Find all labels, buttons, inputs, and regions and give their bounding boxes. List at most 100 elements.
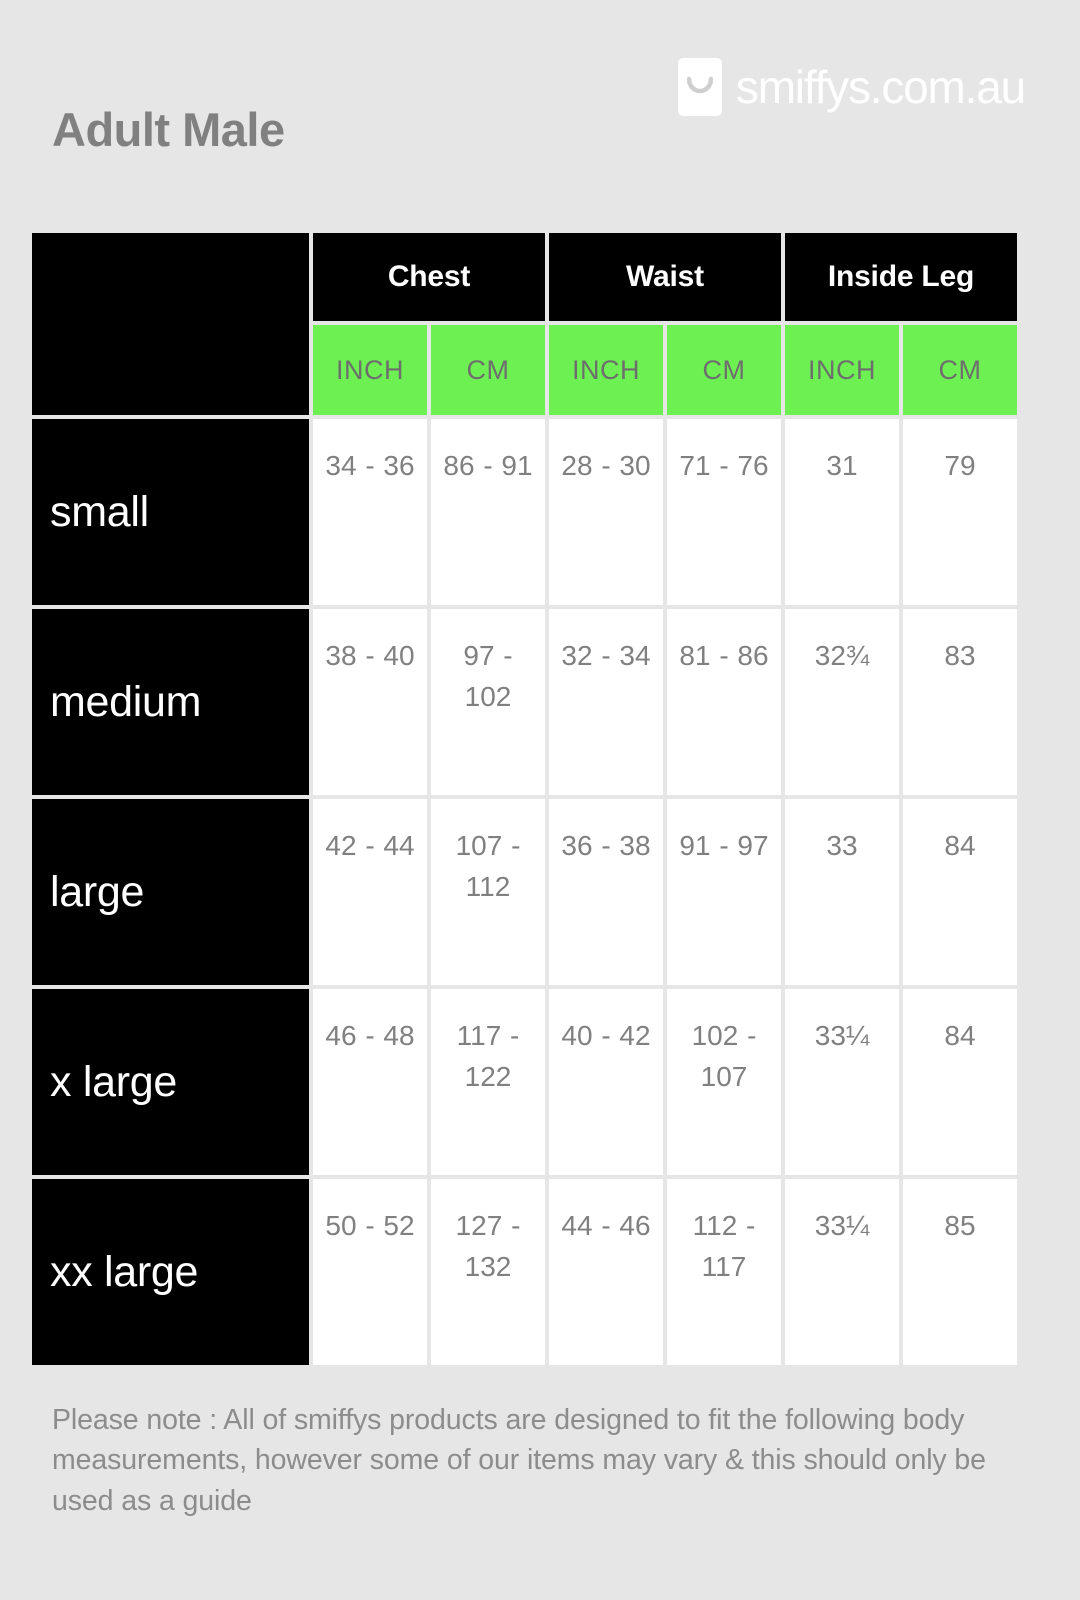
- measurement-value: 84: [903, 799, 1017, 985]
- measurement-cell: 86 - 91: [431, 419, 545, 605]
- measurement-cell: 31: [785, 419, 899, 605]
- measurement-cell: 71 - 76: [667, 419, 781, 605]
- measurement-value: 50 - 52: [313, 1179, 427, 1365]
- table-row: small 34 - 36 86 - 91 28 - 30 71 - 76 31 79: [32, 419, 1027, 605]
- measurement-value: 36 - 38: [549, 799, 663, 985]
- measurement-value: 112 - 117: [667, 1179, 781, 1365]
- size-label-cell: small: [32, 419, 309, 605]
- size-label: medium: [32, 609, 309, 795]
- measurement-value: 31: [785, 419, 899, 605]
- table-row: medium 38 - 40 97 - 102 32 - 34 81 - 86 32¾ 83: [32, 609, 1027, 795]
- measurement-value: 38 - 40: [313, 609, 427, 795]
- measurement-value: 33: [785, 799, 899, 985]
- size-label-cell: x large: [32, 989, 309, 1175]
- footnote: Please note : All of smiffys products ar…: [52, 1404, 986, 1517]
- measurement-cell: 44 - 46: [549, 1179, 663, 1365]
- unit-label: INCH: [785, 325, 899, 415]
- unit-cell-inside-leg-inch: INCH: [785, 325, 899, 415]
- size-table: Chest INCH CM Waist INCH C: [32, 233, 1027, 1369]
- measurement-value: 40 - 42: [549, 989, 663, 1175]
- measurement-cell: 84: [903, 989, 1017, 1175]
- size-label: xx large: [32, 1179, 309, 1365]
- measurement-cell: 33: [785, 799, 899, 985]
- measurement-cell: 40 - 42: [549, 989, 663, 1175]
- measurement-cell: 81 - 86: [667, 609, 781, 795]
- page-header: smiffys.com.au Adult Male: [0, 0, 1080, 215]
- measurement-value: 33¼: [785, 989, 899, 1175]
- measurement-cell: 83: [903, 609, 1017, 795]
- group-header-label: Inside Leg: [785, 233, 1017, 321]
- size-label-cell: large: [32, 799, 309, 985]
- measurement-cell: 79: [903, 419, 1017, 605]
- unit-label: CM: [903, 325, 1017, 415]
- measurement-value: 79: [903, 419, 1017, 605]
- measurement-cell: 127 - 132: [431, 1179, 545, 1365]
- measurement-cell: 84: [903, 799, 1017, 985]
- page-title: Adult Male: [52, 103, 285, 156]
- unit-row-waist: INCH CM: [549, 325, 781, 415]
- group-header-waist: Waist INCH CM: [549, 233, 781, 415]
- measurement-value: 32¾: [785, 609, 899, 795]
- measurement-cell: 46 - 48: [313, 989, 427, 1175]
- brand-logo: smiffys.com.au: [677, 58, 1026, 116]
- unit-label: INCH: [549, 325, 663, 415]
- measurement-value: 107 - 112: [431, 799, 545, 985]
- measurement-cell: 91 - 97: [667, 799, 781, 985]
- measurement-cell: 38 - 40: [313, 609, 427, 795]
- unit-cell-chest-inch: INCH: [313, 325, 427, 415]
- measurement-value: 33¼: [785, 1179, 899, 1365]
- unit-row-inside-leg: INCH CM: [785, 325, 1017, 415]
- measurement-value: 86 - 91: [431, 419, 545, 605]
- measurement-cell: 97 - 102: [431, 609, 545, 795]
- group-header-label: Waist: [549, 233, 781, 321]
- size-label: x large: [32, 989, 309, 1175]
- measurement-cell: 28 - 30: [549, 419, 663, 605]
- measurement-value: 46 - 48: [313, 989, 427, 1175]
- measurement-value: 97 - 102: [431, 609, 545, 795]
- group-header-inside-leg: Inside Leg INCH CM: [785, 233, 1017, 415]
- unit-cell-waist-cm: CM: [667, 325, 781, 415]
- measurement-value: 127 - 132: [431, 1179, 545, 1365]
- measurement-cell: 117 - 122: [431, 989, 545, 1175]
- unit-label: CM: [431, 325, 545, 415]
- measurement-value: 117 - 122: [431, 989, 545, 1175]
- measurement-cell: 112 - 117: [667, 1179, 781, 1365]
- measurement-cell: 32¾: [785, 609, 899, 795]
- measurement-value: 71 - 76: [667, 419, 781, 605]
- measurement-cell: 32 - 34: [549, 609, 663, 795]
- measurement-cell: 107 - 112: [431, 799, 545, 985]
- size-label: large: [32, 799, 309, 985]
- unit-row-chest: INCH CM: [313, 325, 545, 415]
- measurement-cell: 42 - 44: [313, 799, 427, 985]
- measurement-value: 32 - 34: [549, 609, 663, 795]
- smile-icon: [677, 58, 722, 116]
- measurement-cell: 102 - 107: [667, 989, 781, 1175]
- size-label-cell: medium: [32, 609, 309, 795]
- measurement-cell: 33¼: [785, 989, 899, 1175]
- table-row: large 42 - 44 107 - 112 36 - 38 91 - 97 33 84: [32, 799, 1027, 985]
- measurement-value: 84: [903, 989, 1017, 1175]
- measurement-cell: 34 - 36: [313, 419, 427, 605]
- unit-label: CM: [667, 325, 781, 415]
- unit-cell-inside-leg-cm: CM: [903, 325, 1017, 415]
- measurement-cell: 33¼: [785, 1179, 899, 1365]
- size-label: small: [32, 419, 309, 605]
- table-row: x large 46 - 48 117 - 122 40 - 42 102 - 107 3…: [32, 989, 1027, 1175]
- brand-name: smiffys.com.au: [735, 61, 1026, 113]
- measurement-value: 85: [903, 1179, 1017, 1365]
- measurement-value: 102 - 107: [667, 989, 781, 1175]
- unit-cell-chest-cm: CM: [431, 325, 545, 415]
- unit-cell-waist-inch: INCH: [549, 325, 663, 415]
- header-corner-block: [32, 233, 309, 415]
- measurement-cell: 36 - 38: [549, 799, 663, 985]
- measurement-value: 91 - 97: [667, 799, 781, 985]
- measurement-value: 28 - 30: [549, 419, 663, 605]
- group-header-chest: Chest INCH CM: [313, 233, 545, 415]
- group-header-label: Chest: [313, 233, 545, 321]
- measurement-value: 81 - 86: [667, 609, 781, 795]
- table-header-row: Chest INCH CM Waist INCH C: [32, 233, 1027, 415]
- measurement-value: 42 - 44: [313, 799, 427, 985]
- table-row: xx large 50 - 52 127 - 132 44 - 46 112 - 117…: [32, 1179, 1027, 1365]
- measurement-cell: 50 - 52: [313, 1179, 427, 1365]
